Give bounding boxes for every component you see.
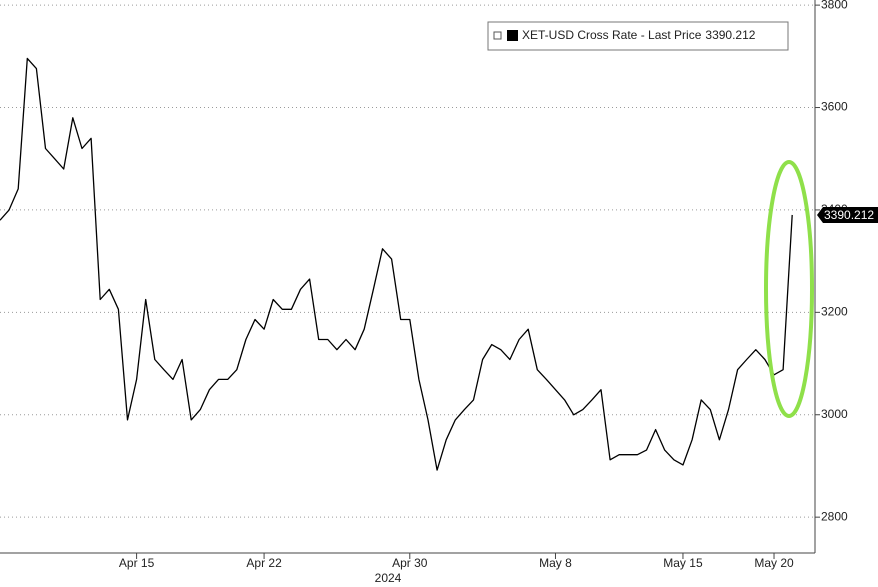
y-tick-label: 3200 [821, 305, 848, 319]
y-tick-label: 3800 [821, 0, 848, 11]
legend-last-value: 3390.212 [705, 28, 755, 42]
y-tick-label: 3600 [821, 100, 848, 114]
x-tick-label: May 20 [754, 556, 794, 570]
x-tick-label: Apr 15 [119, 556, 155, 570]
legend: XET-USD Cross Rate - Last Price 3390.212 [487, 21, 789, 51]
x-axis-year: 2024 [375, 571, 402, 585]
legend-entry: XET-USD Cross Rate - Last Price 3390.212 [522, 28, 756, 42]
highlight-ellipse [764, 160, 814, 418]
last-price-box [817, 206, 878, 223]
legend-name: XET-USD Cross Rate - Last Price [522, 28, 702, 42]
price-line [0, 57, 793, 471]
plot [0, 57, 793, 471]
last-price-label: 3390.212 [824, 208, 874, 222]
x-tick-label: Apr 30 [392, 556, 428, 570]
y-tick-label: 3000 [821, 407, 848, 421]
x-tick-label: May 8 [539, 556, 572, 570]
legend-icon [493, 31, 502, 40]
x-tick-label: Apr 22 [246, 556, 282, 570]
legend-box [487, 21, 789, 51]
x-tick-label: May 15 [663, 556, 703, 570]
legend-swatch [507, 30, 518, 41]
y-tick-label: 2800 [821, 509, 848, 523]
